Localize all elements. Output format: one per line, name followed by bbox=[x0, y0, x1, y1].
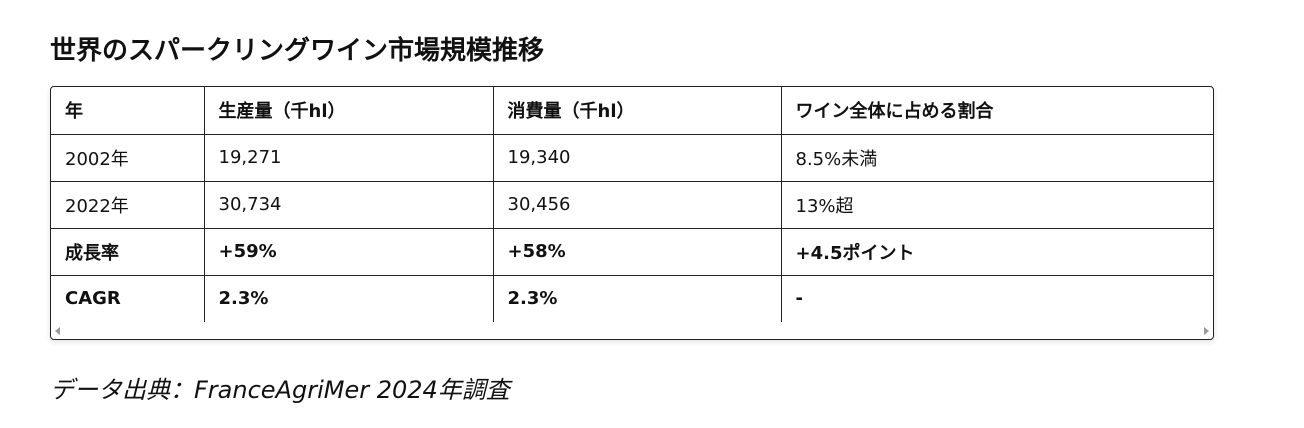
table-cell: 2.3% bbox=[493, 275, 782, 322]
title: 世界のスパークリングワイン市場規模推移 bbox=[50, 36, 545, 66]
table: 年生産量（千hl） 消費量（千hl） ワイン全体に占める割合 2002年 19,271… bbox=[51, 87, 1213, 322]
column-header: 生産量（千hl） bbox=[204, 87, 494, 135]
caption: データ出典：FranceAgriMer 2024年調査 bbox=[50, 376, 510, 404]
table-cell: 13%超 bbox=[781, 181, 1213, 229]
table-container: 年生産量（千hl） 消費量（千hl） ワイン全体に占める割合 2002年 19,271… bbox=[50, 86, 1214, 340]
table-row: CAGR 2.3% 2.3% - bbox=[51, 275, 1213, 322]
column-header: ワイン全体に占める割合 bbox=[781, 87, 1213, 135]
table-cell: 19,340 bbox=[493, 134, 782, 182]
table-cell: 成長率 bbox=[51, 228, 205, 276]
header-row: 年生産量（千hl） 消費量（千hl） ワイン全体に占める割合 bbox=[51, 87, 1213, 135]
table-body: 2002年 19,271 19,340 8.5%未満 2022年 30,734 30,456… bbox=[51, 134, 1213, 322]
table-cell: - bbox=[795, 288, 803, 310]
table-cell: 30,734 bbox=[204, 181, 494, 229]
scroll-left[interactable] bbox=[55, 327, 60, 335]
table-cell: +4.5ポイント bbox=[781, 228, 1213, 276]
table-cell: 30,456 bbox=[493, 181, 782, 229]
table-row: 成長率 +59% +58% +4.5ポイント bbox=[51, 228, 1213, 276]
table-cell: 19,271 bbox=[204, 134, 494, 182]
scrollbar[interactable] bbox=[51, 323, 1213, 339]
table-cell: +59% bbox=[204, 228, 494, 276]
scroll-right[interactable] bbox=[1204, 327, 1209, 335]
table-cell: 2002年 bbox=[51, 134, 205, 182]
table-cell: CAGR bbox=[51, 275, 205, 322]
table-row: 2002年 19,271 19,340 8.5%未満 bbox=[51, 134, 1213, 182]
table-row: 2022年 30,734 30,456 13%超 bbox=[51, 181, 1213, 229]
table-cell: +58% bbox=[493, 228, 782, 276]
column-header: 消費量（千hl） bbox=[493, 87, 782, 135]
column-header: 年 bbox=[51, 87, 205, 135]
table-cell: 2.3% bbox=[204, 275, 494, 322]
table-cell: 8.5%未満 bbox=[781, 134, 1213, 182]
table-cell: 2022年 bbox=[51, 181, 205, 229]
